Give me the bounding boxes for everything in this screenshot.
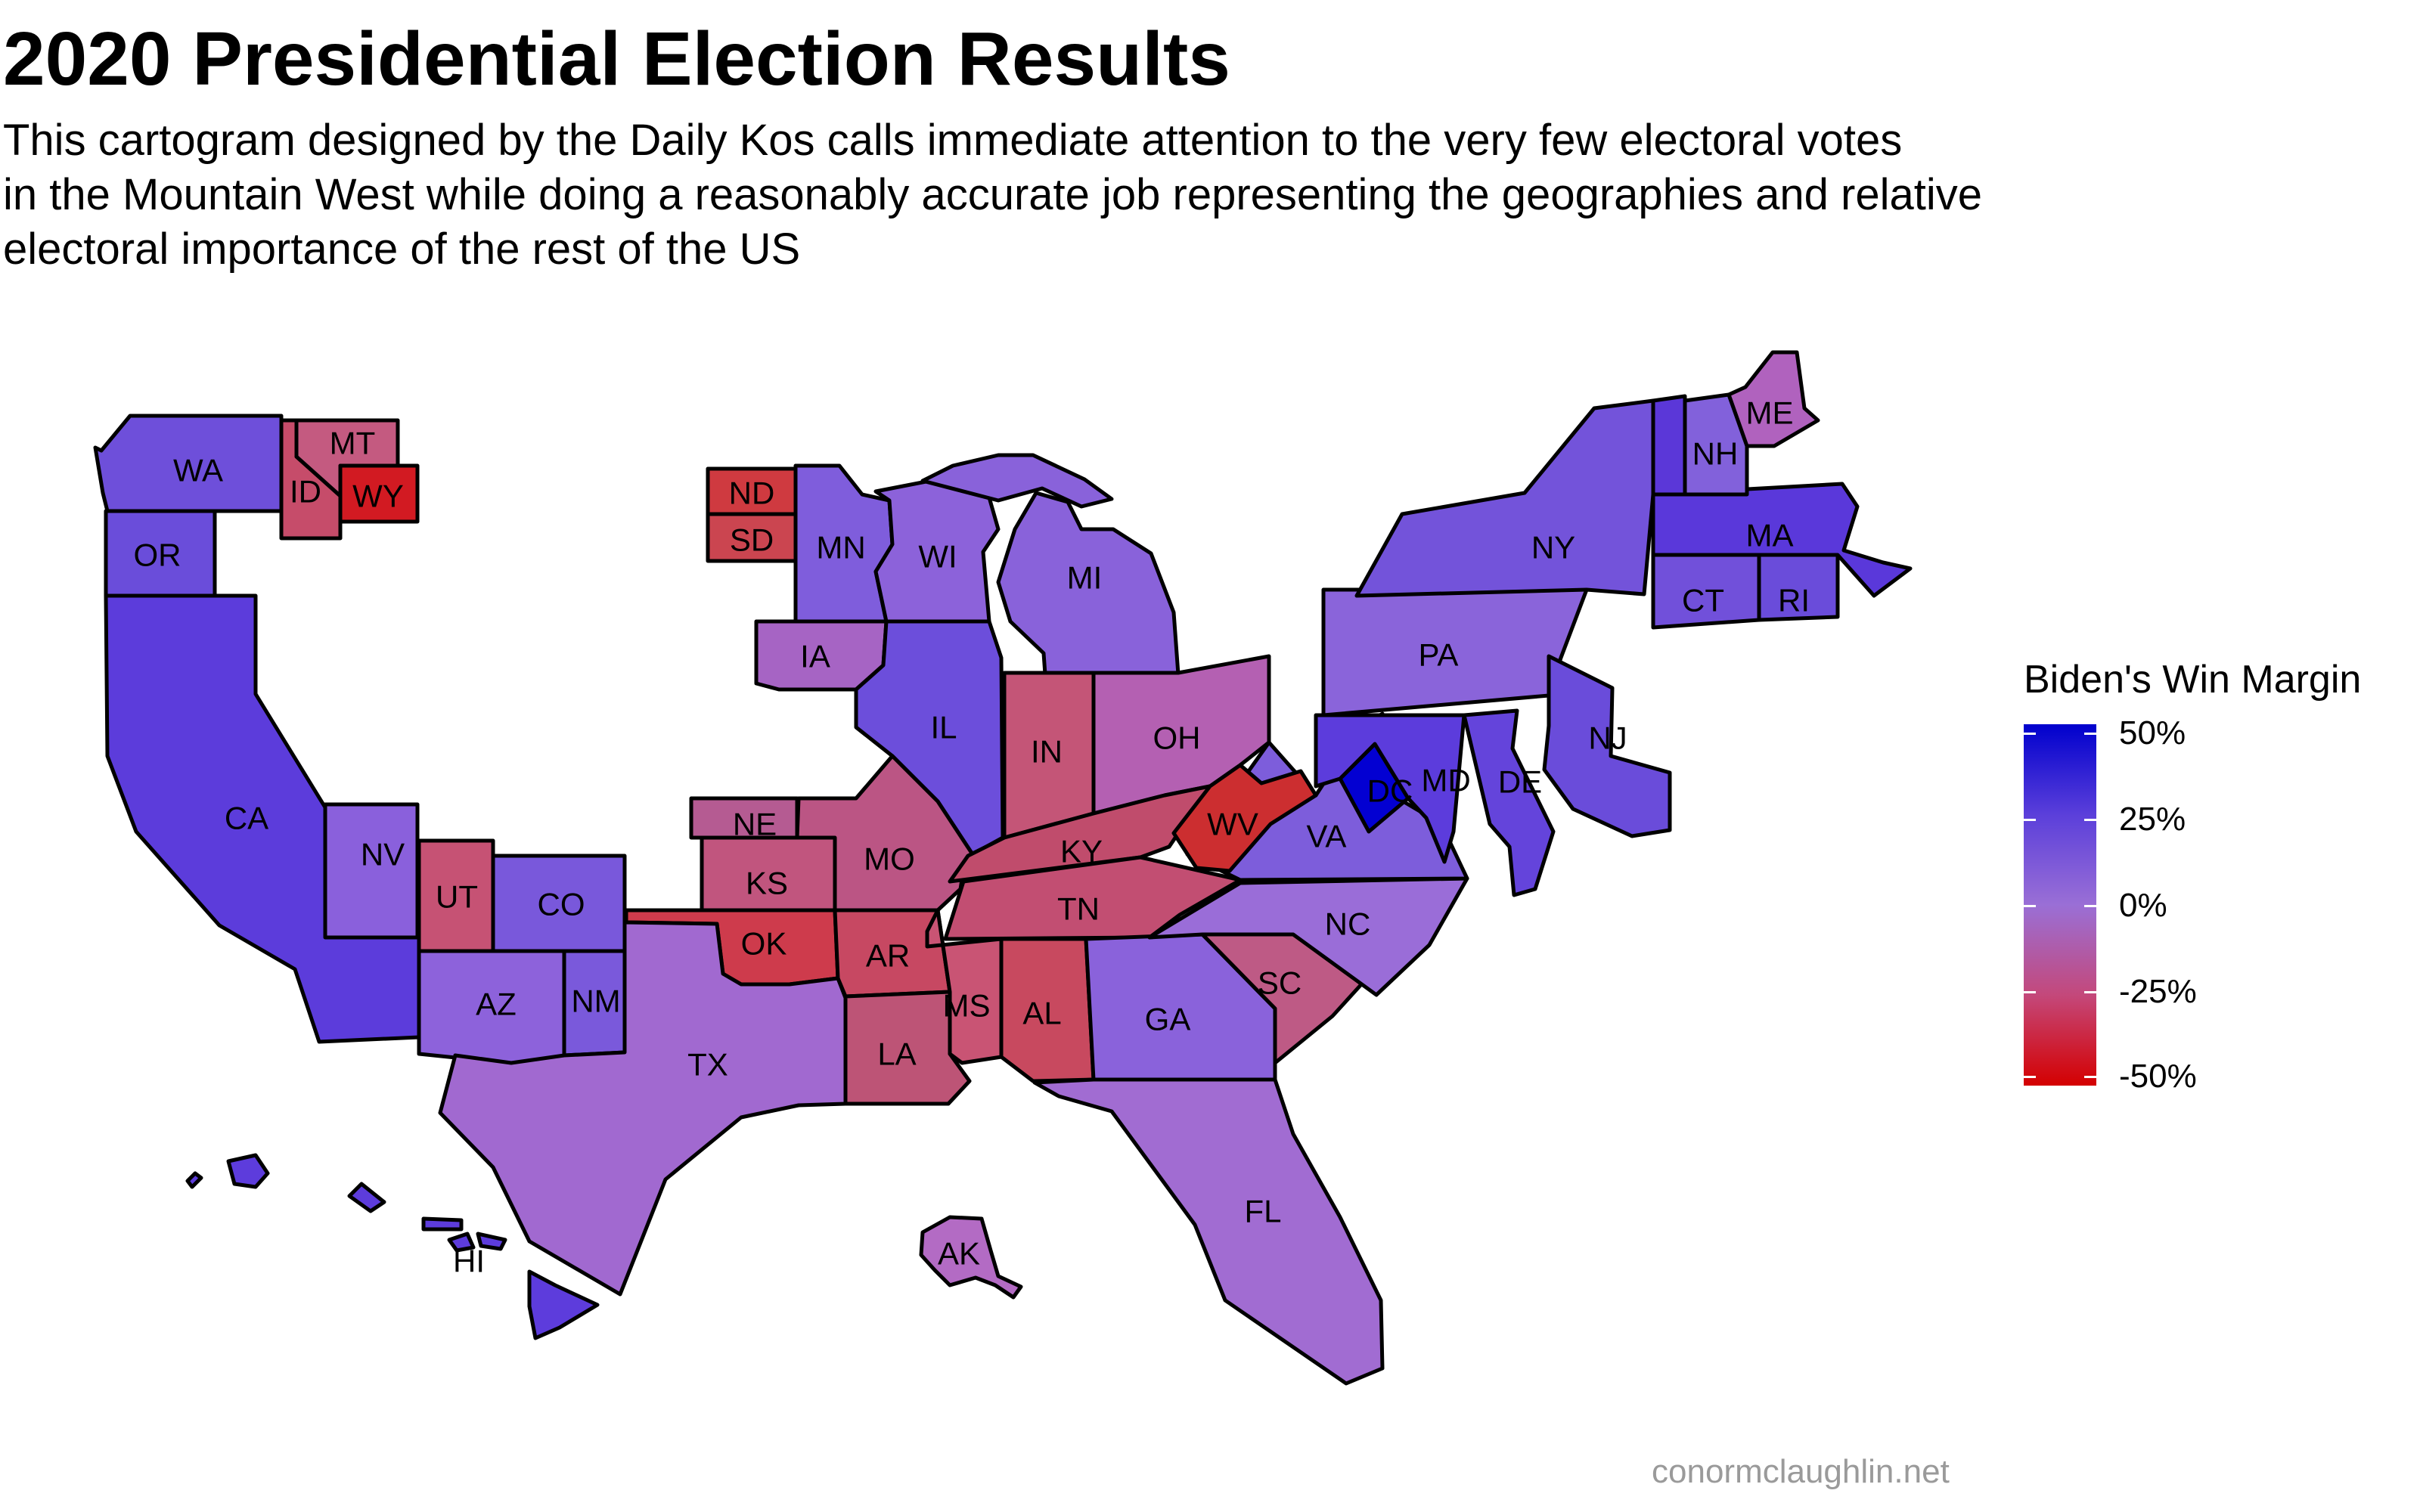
label-NC: NC — [1325, 906, 1371, 942]
state-NH — [1683, 392, 1749, 497]
state-DE — [1462, 708, 1556, 897]
state-HI-3 — [347, 1182, 386, 1213]
chart-subtitle: This cartogram designed by the Daily Kos… — [3, 116, 1983, 274]
state-TX — [438, 920, 848, 1297]
state-WY — [338, 463, 420, 524]
label-IL: IL — [930, 710, 957, 745]
label-MD: MD — [1421, 763, 1470, 798]
state-WV — [1171, 763, 1318, 873]
legend-title: Biden's Win Margin — [2024, 658, 2362, 702]
state-VT — [1651, 394, 1687, 497]
label-ND: ND — [729, 476, 775, 511]
label-IA: IA — [800, 639, 830, 674]
label-NJ: NJ — [1588, 720, 1627, 756]
state-MA — [1651, 482, 1913, 598]
state-NC — [1147, 876, 1469, 997]
label-UT: UT — [436, 879, 478, 915]
label-DE: DE — [1498, 764, 1542, 800]
state-TN — [943, 855, 1243, 941]
state-HI-7 — [527, 1269, 600, 1340]
label-DC: DC — [1367, 773, 1413, 809]
state-HI-4 — [421, 1216, 464, 1232]
label-HI: HI — [453, 1244, 485, 1279]
legend-tick-label: 50% — [2119, 714, 2186, 751]
label-MT: MT — [330, 426, 376, 461]
label-FL: FL — [1244, 1194, 1281, 1229]
label-SD: SD — [730, 522, 774, 558]
state-ME — [1727, 350, 1820, 448]
state-KY — [948, 784, 1212, 884]
state-NJ — [1542, 654, 1672, 838]
label-GA: GA — [1145, 1002, 1191, 1037]
label-CA: CA — [225, 801, 268, 836]
label-WV: WV — [1207, 807, 1258, 842]
label-MO: MO — [864, 841, 915, 877]
label-RI: RI — [1778, 583, 1810, 618]
state-NY — [1354, 398, 1655, 598]
label-NH: NH — [1692, 436, 1739, 472]
label-IN: IN — [1031, 734, 1063, 770]
label-OH: OH — [1153, 720, 1201, 756]
label-MA: MA — [1746, 518, 1794, 553]
label-MI: MI — [1067, 560, 1103, 596]
label-NM: NM — [571, 984, 620, 1019]
state-MD — [1314, 713, 1466, 864]
label-NY: NY — [1531, 530, 1575, 565]
label-OK: OK — [741, 926, 787, 962]
label-CT: CT — [1682, 583, 1724, 618]
source-credit: conormclaughlin.net — [1652, 1453, 1950, 1490]
state-FL — [1032, 1077, 1385, 1386]
label-WA: WA — [173, 453, 223, 488]
label-ID: ID — [290, 474, 321, 510]
state-UP-MI — [920, 453, 1114, 509]
state-AK — [919, 1215, 1023, 1300]
label-SC: SC — [1258, 965, 1302, 1001]
label-CO: CO — [538, 887, 585, 922]
label-TX: TX — [687, 1047, 728, 1083]
label-AZ: AZ — [476, 987, 517, 1022]
legend-tick-label: 0% — [2119, 887, 2167, 924]
label-ME: ME — [1746, 395, 1794, 431]
label-KY: KY — [1060, 834, 1103, 869]
label-KS: KS — [746, 866, 788, 901]
chart-title: 2020 Presidential Election Results — [3, 17, 1230, 101]
label-AK: AK — [938, 1236, 980, 1272]
state-HI-1 — [185, 1171, 203, 1189]
label-PA: PA — [1419, 637, 1459, 673]
label-NE: NE — [733, 807, 777, 842]
label-VA: VA — [1307, 819, 1347, 854]
label-WI: WI — [918, 539, 957, 575]
label-MS: MS — [943, 988, 991, 1024]
legend-tick-label: 25% — [2119, 801, 2186, 838]
label-MN: MN — [816, 530, 865, 565]
state-HI-6 — [476, 1232, 507, 1251]
label-OR: OR — [134, 538, 182, 573]
state-HI-5 — [447, 1232, 476, 1253]
legend-tick-label: -25% — [2119, 973, 2197, 1010]
label-TN: TN — [1057, 891, 1100, 927]
state-HI-2 — [226, 1153, 270, 1189]
label-AL: AL — [1022, 996, 1061, 1031]
label-LA: LA — [877, 1036, 916, 1072]
legend-tick-label: -50% — [2119, 1058, 2197, 1095]
label-AR: AR — [866, 938, 910, 974]
label-NV: NV — [361, 837, 405, 872]
label-WY: WY — [352, 479, 404, 514]
